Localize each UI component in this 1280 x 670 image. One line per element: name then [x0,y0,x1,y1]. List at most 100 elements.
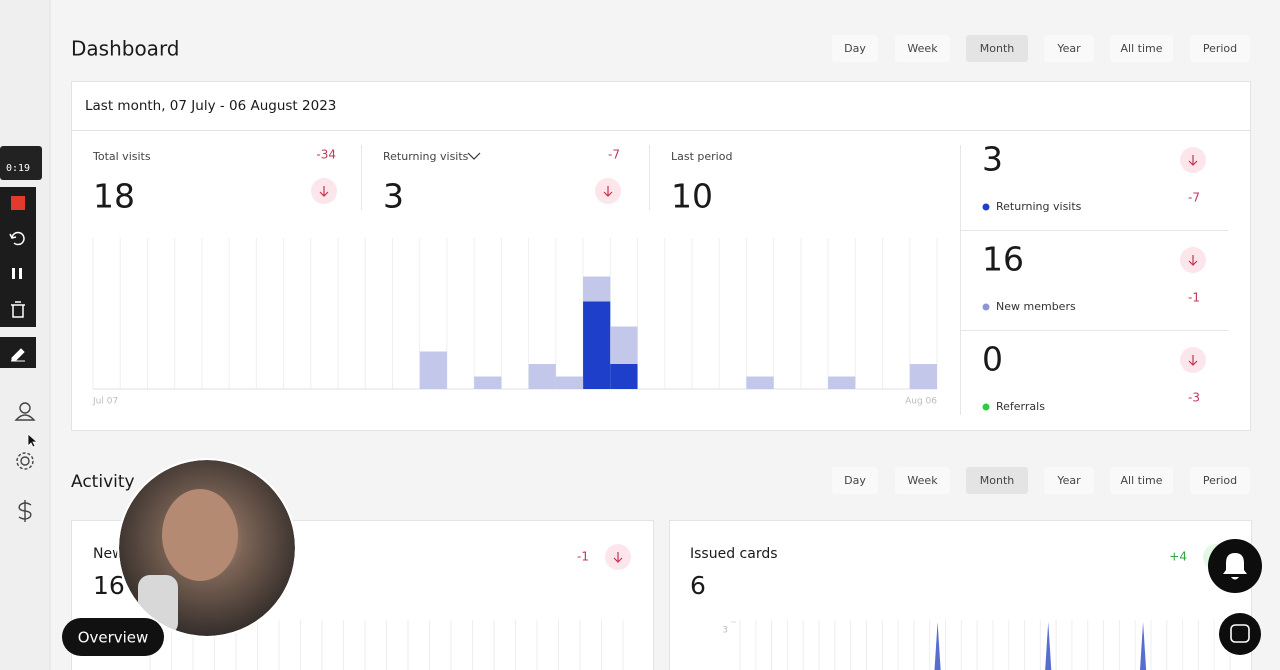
cursor [27,433,39,448]
chat-icon [1230,624,1250,643]
period-label: All time [1121,474,1163,487]
overview-button[interactable] [62,618,164,656]
side-change: -1 [1188,291,1200,305]
bar-segment [474,376,502,389]
user-icon[interactable] [14,402,36,421]
bar-segment [583,301,611,389]
card-value: 16 [93,571,125,600]
issued-cards-card [669,520,1252,670]
section-title: Activity [71,472,135,492]
toolbar-bg [0,187,36,327]
down-arrow [1188,155,1198,166]
period-button[interactable] [1110,35,1173,62]
stat-label: Total visits [92,150,151,163]
bar-segment [419,351,447,389]
side-label: Returning visits [996,200,1082,213]
side-value: 0 [982,340,1003,379]
overview-label: Overview [78,629,149,647]
legend-dot [982,303,990,311]
down-arrow [613,552,623,563]
period-label: Day [844,474,866,487]
down-arrow [319,186,329,197]
sidebar-icons [14,402,36,522]
stat-change: -34 [316,148,336,162]
period-button[interactable] [895,467,950,494]
stat-value: 18 [93,177,135,216]
card-change: +4 [1169,550,1187,564]
bar-segment [610,326,638,364]
stat-change: -7 [608,148,620,162]
stat-label: Returning visits [383,150,469,163]
period-label: Year [1056,42,1081,55]
pause-button[interactable] [12,268,22,279]
x-axis-label: Aug 06 [905,397,937,407]
spike [934,622,941,670]
legend-dot [982,403,990,411]
card-title: Issued cards [690,546,778,562]
billing-icon[interactable] [18,500,32,522]
down-arrow [603,186,613,197]
bar-segment [583,276,611,302]
bar-segment [746,376,774,389]
delete-button[interactable] [11,301,25,318]
spike [1045,622,1052,670]
period-button[interactable] [966,467,1028,494]
period-label: Week [907,42,938,55]
period-label: Period [1203,42,1237,55]
card-value: 6 [690,571,706,600]
period-button[interactable] [1190,35,1250,62]
page-title: Dashboard [71,37,180,61]
side-change: -3 [1188,391,1200,405]
period-label: Year [1056,474,1081,487]
dropdown-chevron[interactable] [467,152,481,160]
side-value: 3 [982,140,1003,179]
period-button[interactable] [966,35,1028,62]
legend-dot [982,203,990,211]
bar-segment [610,364,638,389]
y-tick-label: 3 [722,626,728,636]
period-button[interactable] [1044,35,1094,62]
bar-segment [528,364,556,389]
chat-button[interactable] [1219,613,1261,655]
period-button[interactable] [895,35,950,62]
pen-button[interactable] [11,348,25,362]
period-label: Month [980,474,1015,487]
period-button[interactable] [1044,467,1094,494]
period-button[interactable] [832,35,878,62]
stop-button[interactable] [11,196,25,210]
period-label: Month [980,42,1015,55]
period-button[interactable] [1110,467,1173,494]
side-label: Referrals [996,400,1045,413]
spike [1139,622,1147,670]
stat-label: Last period [671,150,732,163]
down-arrow [1188,255,1198,266]
period-button[interactable] [832,467,878,494]
bar-segment [828,376,856,389]
stat-value: 10 [671,177,713,216]
period-label: Period [1203,474,1237,487]
period-label: Day [844,42,866,55]
x-axis-label: Jul 07 [92,397,118,407]
summary-card [71,81,1251,431]
timer-bg [0,146,42,180]
settings-icon[interactable] [16,452,34,470]
period-label: All time [1121,42,1163,55]
bar-segment [909,364,937,389]
stat-value: 3 [383,177,404,216]
timer: 0:19 [6,163,30,174]
bar-segment [555,376,584,389]
side-label: New members [996,300,1076,313]
date-range: Last month, 07 July - 06 August 2023 [85,98,336,114]
bell-icon [1223,553,1247,580]
webcam-figure [162,489,238,581]
period-button[interactable] [1190,467,1250,494]
recording-toolbar: 0:19 [0,146,42,368]
undo-button[interactable] [9,231,25,246]
side-change: -7 [1188,191,1200,205]
down-arrow [1188,355,1198,366]
sidebar [0,0,50,670]
card-title: New [93,546,124,562]
card-change: -1 [577,550,589,564]
